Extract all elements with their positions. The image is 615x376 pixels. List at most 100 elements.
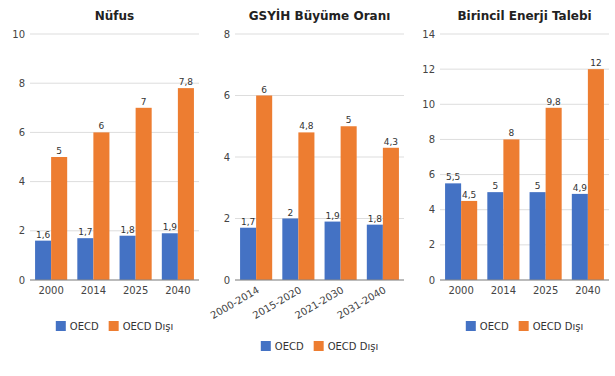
y-tick-label: 0	[19, 275, 25, 286]
y-tick-label: 14	[422, 29, 435, 40]
y-tick-label: 4	[19, 176, 25, 187]
bar	[383, 148, 399, 280]
bar	[530, 192, 546, 280]
data-label: 6	[261, 85, 267, 95]
bar	[35, 241, 51, 280]
bar	[120, 236, 136, 280]
legend-swatch	[261, 341, 271, 351]
bar	[503, 139, 519, 280]
x-tick-label: 2014	[491, 285, 516, 296]
bar	[282, 219, 298, 281]
bar	[487, 192, 503, 280]
data-labels: 1,61,71,81,95677,8	[36, 77, 193, 240]
data-label: 7	[141, 97, 147, 107]
x-tick-label: 2040	[575, 285, 600, 296]
y-tick-label: 8	[19, 78, 25, 89]
y-tick-label: 12	[422, 64, 435, 75]
bar	[325, 222, 341, 280]
data-label: 5,5	[446, 172, 460, 182]
bar	[298, 132, 314, 280]
legend-swatch	[56, 321, 66, 331]
data-label: 1,9	[163, 222, 178, 232]
data-label: 12	[590, 58, 601, 68]
bar	[461, 201, 477, 280]
bars	[240, 96, 399, 281]
x-tick-label: 2025	[533, 285, 558, 296]
data-label: 5	[346, 115, 352, 125]
y-tick-label: 2	[224, 213, 230, 224]
grid-line	[440, 174, 609, 175]
x-tick-label: 2000	[448, 285, 473, 296]
panel: Nüfus02468101,61,71,81,95677,82000201420…	[12, 9, 199, 332]
x-axis-line	[440, 280, 609, 281]
legend-label: OECD	[480, 321, 509, 332]
bar	[588, 69, 604, 280]
title: Birincil Enerji Talebi	[457, 9, 591, 23]
y-tick-label: 4	[429, 204, 435, 215]
legend-swatch	[109, 321, 119, 331]
x-axis-line	[235, 280, 404, 281]
grid-line	[440, 280, 609, 281]
y-tick-label: 2	[429, 239, 435, 250]
data-label: 9,8	[546, 97, 561, 107]
bar	[256, 96, 272, 281]
data-label: 5	[56, 146, 62, 156]
data-label: 4,8	[299, 121, 314, 131]
legend-label: OECD	[70, 321, 99, 332]
panel: GSYİH Büyüme Oranı024681,721,91,864,854,…	[208, 8, 404, 352]
data-label: 1,8	[368, 214, 383, 224]
legend: OECD OECD Dışı	[261, 341, 378, 352]
y-tick-label: 0	[224, 275, 230, 286]
data-labels: 5,5 5 5 4,9 4,5 8 9,8 12	[446, 58, 602, 200]
y-tick-label: 8	[429, 134, 435, 145]
legend-label: OECD Dışı	[123, 321, 174, 332]
legend: OECDOECD Dışı	[466, 321, 583, 332]
y-tick-label: 10	[12, 29, 25, 40]
grid-line	[440, 34, 609, 35]
bars	[445, 69, 604, 280]
data-label: 8	[509, 128, 515, 138]
grid-line	[30, 132, 199, 133]
legend: OECD OECD Dışı	[56, 321, 173, 332]
x-axis-line	[30, 280, 199, 281]
x-tick-label: 2040	[165, 285, 190, 296]
y-tick-label: 6	[429, 169, 435, 180]
grid-line	[235, 280, 404, 281]
data-label: 2	[287, 208, 293, 218]
y-tick-label: 0	[429, 275, 435, 286]
data-label: 4,3	[384, 137, 398, 147]
data-label: 1,7	[78, 227, 92, 237]
y-tick-label: 6	[224, 90, 230, 101]
x-tick-label: 2014	[81, 285, 106, 296]
x-tick-label: 2031-2040	[335, 284, 388, 321]
data-label: 1,9	[325, 211, 340, 221]
data-label: 4,5	[462, 190, 476, 200]
bar	[93, 132, 109, 280]
bar	[546, 108, 562, 280]
x-tick-label: 2025	[123, 285, 148, 296]
bar	[136, 108, 152, 280]
bars	[35, 88, 194, 280]
legend-swatch	[314, 341, 324, 351]
bar	[178, 88, 194, 280]
chart-root: Nüfus02468101,61,71,81,95677,82000201420…	[0, 0, 615, 376]
grid-line	[235, 34, 404, 35]
legend-label: OECD	[275, 341, 304, 352]
grid-line	[440, 139, 609, 140]
bar	[240, 228, 256, 280]
y-tick-label: 8	[224, 29, 230, 40]
legend-swatch	[519, 321, 529, 331]
bar	[341, 126, 357, 280]
legend-label: OECD Dışı	[328, 341, 379, 352]
y-tick-label: 6	[19, 127, 25, 138]
title: Nüfus	[95, 9, 135, 23]
grid-line	[30, 280, 199, 281]
bar	[367, 225, 383, 280]
x-tick-label: 2000	[38, 285, 63, 296]
bar	[77, 238, 93, 280]
data-label: 5	[535, 181, 541, 191]
bar	[572, 194, 588, 280]
data-labels: 1,721,91,864,854,3	[241, 85, 398, 227]
data-label: 4,9	[573, 183, 588, 193]
data-label: 5	[492, 181, 498, 191]
